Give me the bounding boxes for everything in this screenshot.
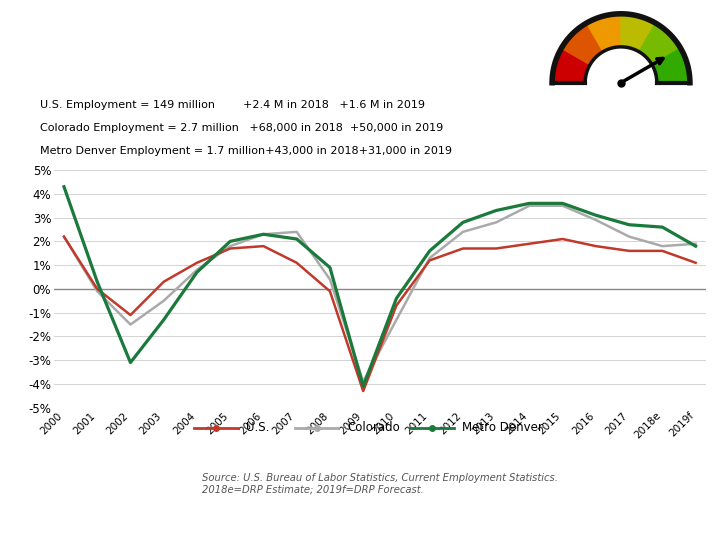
Polygon shape <box>552 48 590 83</box>
Polygon shape <box>587 14 621 52</box>
Text: U.S.: U.S. <box>246 421 269 435</box>
Polygon shape <box>562 23 603 65</box>
Polygon shape <box>621 14 655 52</box>
Text: Source: U.S. Bureau of Labor Statistics, Current Employment Statistics.
2018e=DR: Source: U.S. Bureau of Labor Statistics,… <box>202 473 557 495</box>
Polygon shape <box>652 48 690 83</box>
Text: Metro Denver Employment = 1.7 million+43,000 in 2018+31,000 in 2019: Metro Denver Employment = 1.7 million+43… <box>40 146 451 156</box>
Text: Colorado: Colorado <box>347 421 400 435</box>
Text: Slowing, But Still Positive: Slowing, But Still Positive <box>18 68 342 88</box>
Text: Metro Denver: Metro Denver <box>462 421 543 435</box>
Text: Metro Denver Employment: Metro Denver Employment <box>18 30 354 50</box>
Text: U.S. Employment = 149 million        +2.4 M in 2018   +1.6 M in 2019: U.S. Employment = 149 million +2.4 M in … <box>40 100 425 110</box>
Text: Colorado Employment = 2.7 million   +68,000 in 2018  +50,000 in 2019: Colorado Employment = 2.7 million +68,00… <box>40 123 443 133</box>
Polygon shape <box>639 23 680 65</box>
